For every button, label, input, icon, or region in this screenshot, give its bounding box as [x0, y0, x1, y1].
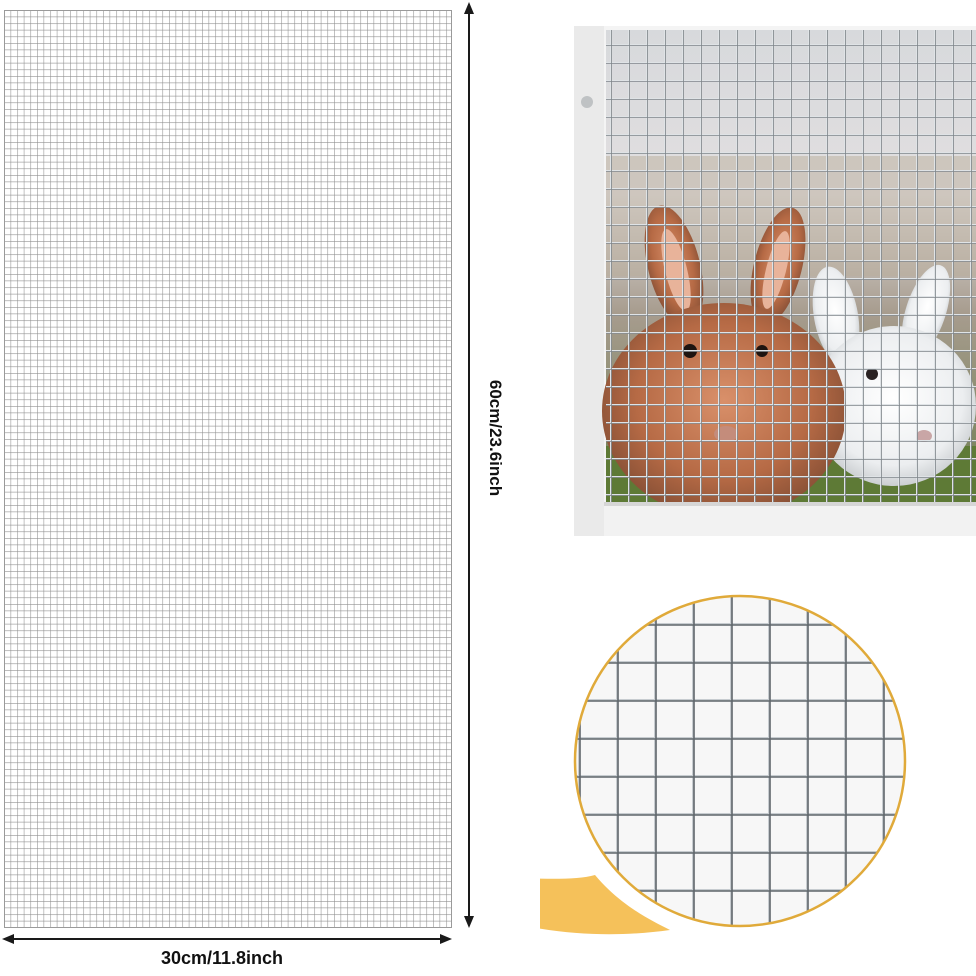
- mesh-zoom-callout: [540, 594, 907, 935]
- height-dimension-arrow: [464, 2, 474, 928]
- rabbits-behind-mesh-photo: [574, 26, 976, 536]
- wire-mesh-sheet: [4, 10, 452, 928]
- width-dimension-arrow: [2, 934, 452, 944]
- height-dimension-label: 60cm/23.6inch: [486, 379, 505, 497]
- zoom-callout-tail: [540, 875, 670, 935]
- height-label-container: 60cm/23.6inch: [480, 248, 510, 628]
- width-dimension-label: 30cm/11.8inch: [160, 948, 284, 968]
